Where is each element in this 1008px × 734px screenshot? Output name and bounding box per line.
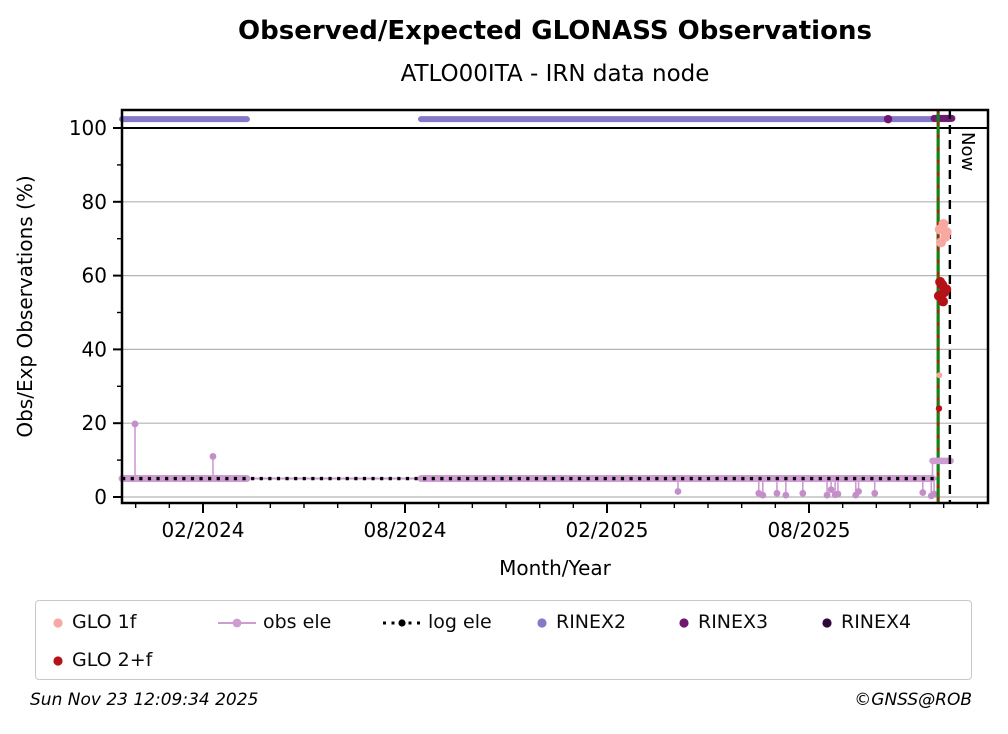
x-tick-label: 08/2024 xyxy=(363,518,446,542)
glo-2f-point xyxy=(935,405,943,412)
glo-1f-point xyxy=(936,372,943,379)
legend-line-dot-icon xyxy=(218,618,256,628)
obs-ele-series xyxy=(118,420,939,500)
legend-item-rinex4: RINEX4 xyxy=(818,609,911,635)
x-tick-label: 02/2024 xyxy=(161,518,244,542)
y-tick-label: 80 xyxy=(82,190,107,214)
obs-ele-spike-dot xyxy=(855,488,862,495)
y-tick-label: 0 xyxy=(94,485,107,509)
obs-ele-spike-dot xyxy=(209,453,217,460)
legend-item-glo-1f: GLO 1f xyxy=(49,609,136,635)
obs-ele-spike-dot xyxy=(674,488,682,495)
legend-dot-icon xyxy=(679,618,689,628)
legend-dot-icon xyxy=(822,618,832,628)
obs-ele-spike-dot xyxy=(823,491,831,499)
legend-label: RINEX3 xyxy=(698,611,769,633)
legend-dotted-line-icon xyxy=(383,619,421,627)
legend-label: GLO 2+f xyxy=(72,649,153,671)
legend-item-glo-2-f: GLO 2+f xyxy=(49,647,152,673)
obs-ele-spike-dot xyxy=(827,486,835,494)
page-subtitle: ATLO00ITA - IRN data node xyxy=(400,61,710,87)
y-tick-label: 40 xyxy=(82,337,107,361)
y-tick-label: 60 xyxy=(82,264,107,288)
generated-timestamp: Sun Nov 23 12:09:34 2025 xyxy=(30,690,259,710)
legend-label: GLO 1f xyxy=(72,611,137,633)
axis-ticks xyxy=(113,127,979,513)
glo-1f-point xyxy=(941,227,952,238)
rinex3-point xyxy=(883,114,893,124)
obs-ele-spike-dot xyxy=(782,491,790,499)
obs-ele-spike-dot xyxy=(759,491,767,499)
copyright-credit: ©GNSS@ROB xyxy=(854,690,972,710)
glo-1f-point xyxy=(938,218,949,229)
legend-item-rinex2: RINEX2 xyxy=(533,609,626,635)
obs-ele-spike-dot xyxy=(919,489,927,496)
obs-ele-spike-dot xyxy=(799,489,807,497)
legend-label: obs ele xyxy=(263,611,332,633)
legend-item-log-ele: log ele xyxy=(381,609,492,635)
now-label: Now xyxy=(957,132,978,171)
page-title: Observed/Expected GLONASS Observations xyxy=(238,16,872,46)
legend-item-rinex3: RINEX3 xyxy=(675,609,768,635)
glo-2f-point xyxy=(935,276,946,287)
glo-2f-point xyxy=(937,296,948,307)
x-axis-label: Month/Year xyxy=(499,556,612,580)
glo-1f-point xyxy=(935,237,946,248)
legend: GLO 1f obs ele log ele RINEX2 RINEX3 RINEX4 GL… xyxy=(35,600,972,680)
glo-2f-point xyxy=(941,284,952,295)
legend-dot-icon xyxy=(53,656,63,666)
obs-ele-spike-dot xyxy=(871,489,879,497)
obs-ele-spike-dot xyxy=(930,490,938,498)
x-tick-label: 02/2025 xyxy=(565,518,648,542)
y-axis-label: Obs/Exp Observations (%) xyxy=(13,175,37,437)
y-tick-label: 20 xyxy=(82,411,107,435)
obs-ele-spike-dot xyxy=(773,489,781,497)
legend-label: log ele xyxy=(428,611,492,633)
plot-frame xyxy=(120,108,990,505)
obs-ele-spike-dot xyxy=(834,490,842,498)
legend-label: RINEX4 xyxy=(841,611,912,633)
gridlines xyxy=(122,201,988,498)
legend-item-obs-ele: obs ele xyxy=(216,609,331,635)
x-tick-label: 08/2025 xyxy=(767,518,850,542)
legend-label: RINEX2 xyxy=(556,611,627,633)
obs-ele-spike-dot xyxy=(131,420,139,428)
y-tick-label: 100 xyxy=(69,116,107,140)
legend-dot-icon xyxy=(53,618,63,628)
legend-dot-icon xyxy=(537,618,547,628)
